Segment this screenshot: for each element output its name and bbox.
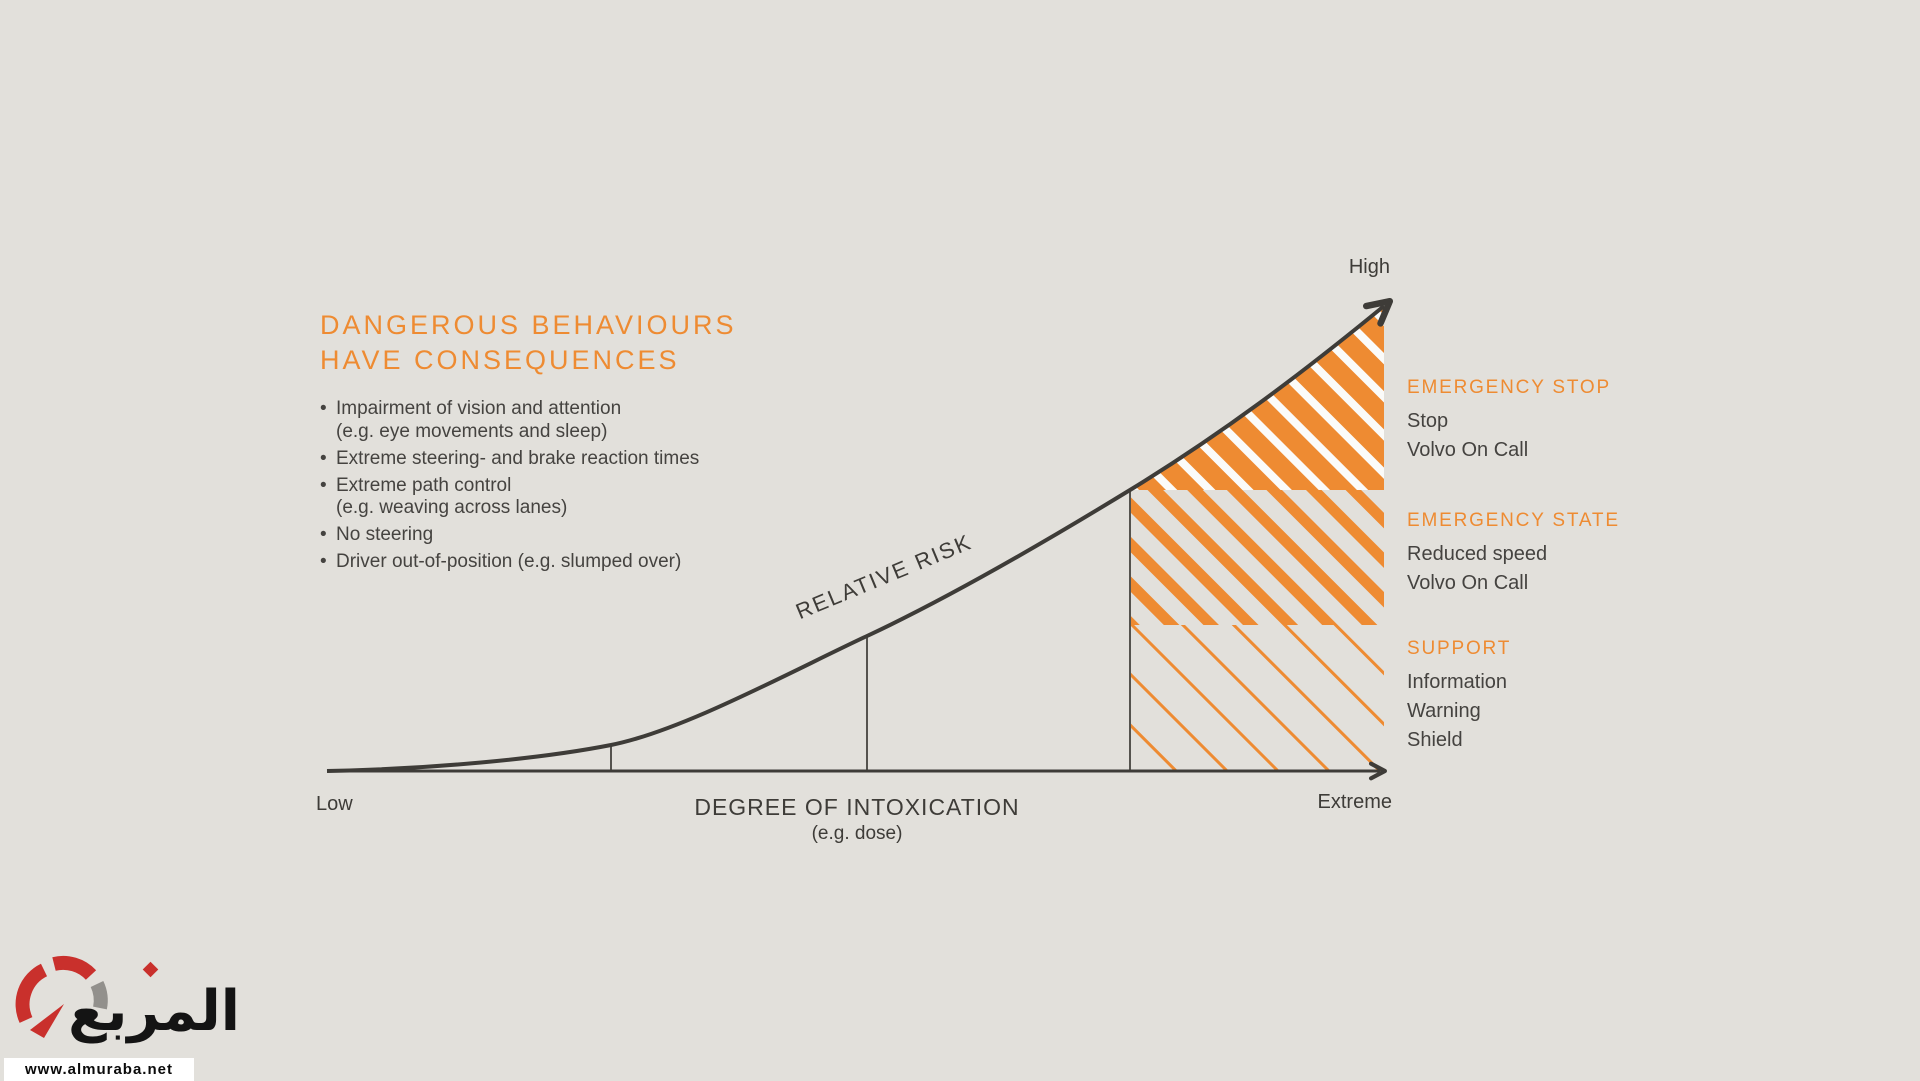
x-axis-high-label: Extreme — [1317, 791, 1392, 813]
legend-item: Volvo On Call — [1407, 439, 1529, 461]
legend-header: SUPPORT — [1407, 638, 1512, 659]
legend-item: Warning — [1407, 700, 1481, 722]
bullet-icon: • — [320, 447, 327, 469]
list-item: • Impairment of vision and attention (e.g… — [320, 398, 840, 443]
list-item-text: Impairment of vision and attention (e.g. … — [336, 398, 622, 442]
legend-group-emergency-state: EMERGENCY STATE Reduced speed Volvo On C… — [1407, 510, 1727, 598]
x-axis-title: DEGREE OF INTOXICATION — [694, 794, 1020, 820]
page-title: DANGEROUS BEHAVIOURS HAVE CONSEQUENCES — [320, 308, 737, 378]
bullet-icon: • — [320, 524, 327, 545]
x-axis-subtitle: (e.g. dose) — [811, 823, 903, 844]
page-title-line1: DANGEROUS BEHAVIOURS — [320, 310, 737, 340]
zone-emergency-state — [1130, 490, 1384, 625]
almuraba-logo-icon: المربع — [15, 955, 240, 1044]
legend-group-support: SUPPORT Information Warning Shield — [1407, 638, 1727, 755]
list-item-text: Driver out-of-position (e.g. slumped ove… — [336, 551, 682, 572]
list-item: • No steering — [320, 524, 840, 547]
bullet-icon: • — [320, 398, 327, 419]
behaviour-list: • Impairment of vision and attention (e.g… — [320, 398, 840, 578]
legend-item: Shield — [1407, 729, 1463, 751]
list-item-text: Extreme path control (e.g. weaving across… — [336, 474, 568, 519]
list-item: • Extreme path control (e.g. weaving acro… — [320, 475, 840, 520]
legend-item: Reduced speed — [1407, 543, 1548, 565]
legend-header: EMERGENCY STOP — [1407, 377, 1611, 398]
legend-item: Volvo On Call — [1407, 572, 1529, 594]
legend-item: Stop — [1407, 410, 1449, 432]
legend-header: EMERGENCY STATE — [1407, 510, 1620, 531]
legend-group-emergency-stop: EMERGENCY STOP Stop Volvo On Call — [1407, 377, 1727, 465]
watermark-url: www.almuraba.net — [4, 1058, 194, 1081]
page-title-line2: HAVE CONSEQUENCES — [320, 345, 680, 375]
y-axis-high-label: High — [1348, 256, 1390, 278]
x-tick-lines — [610, 490, 1131, 771]
watermark-arabic-text: المربع — [68, 979, 240, 1044]
list-item: • Extreme steering- and brake reaction t… — [320, 448, 840, 471]
list-item: • Driver out-of-position (e.g. slumped o… — [320, 551, 840, 574]
zone-support — [1130, 625, 1384, 771]
legend-item: Information — [1407, 671, 1508, 693]
x-axis-low-label: Low — [316, 793, 353, 815]
list-item-text: Extreme steering- and brake reaction tim… — [336, 447, 700, 469]
zone-emergency-stop — [1130, 306, 1384, 490]
list-item-text: No steering — [336, 524, 434, 545]
zone-hatches — [1130, 306, 1384, 771]
bullet-icon: • — [320, 551, 327, 572]
relative-risk-curve — [326, 297, 1394, 773]
bullet-icon: • — [320, 474, 327, 496]
watermark: المربع www.almuraba.net — [4, 948, 244, 1081]
